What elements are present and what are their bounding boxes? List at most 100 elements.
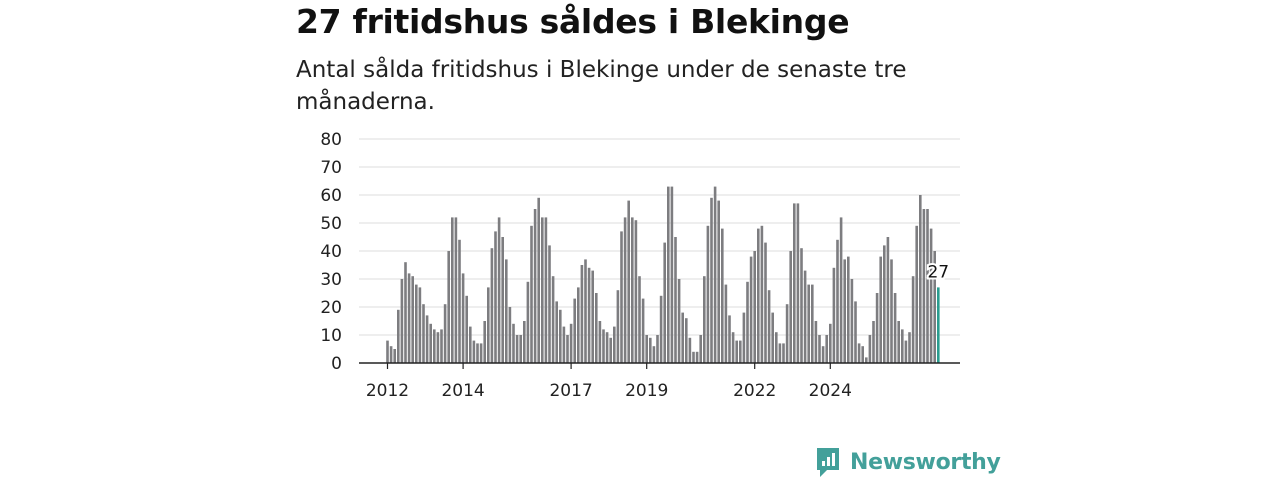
bars bbox=[386, 186, 940, 363]
x-axis-ticks: 2012 2014 2017 2019 2022 2024 bbox=[366, 363, 852, 401]
bar bbox=[605, 332, 609, 363]
y-tick-label: 20 bbox=[320, 298, 342, 318]
bar-latest bbox=[937, 287, 940, 363]
bar bbox=[667, 186, 670, 363]
bar bbox=[832, 267, 836, 363]
bar bbox=[818, 335, 821, 363]
bar bbox=[857, 343, 861, 363]
bar bbox=[879, 256, 882, 363]
bar bbox=[821, 346, 825, 363]
bar bbox=[915, 225, 918, 363]
bar bbox=[555, 301, 558, 363]
bar bbox=[685, 318, 688, 363]
bar bbox=[533, 209, 537, 363]
bar bbox=[793, 203, 796, 363]
bar bbox=[739, 340, 742, 363]
last-value-label: 27 bbox=[927, 262, 949, 282]
bar bbox=[872, 321, 875, 363]
bar bbox=[868, 335, 872, 363]
bar bbox=[775, 332, 778, 363]
bar bbox=[541, 217, 544, 363]
y-axis-ticks: 0 10 20 30 40 50 60 70 80 bbox=[320, 130, 342, 374]
bar bbox=[461, 273, 465, 363]
bar bbox=[699, 335, 702, 363]
bar bbox=[652, 346, 656, 363]
bar bbox=[796, 203, 800, 363]
bar bbox=[515, 335, 519, 363]
y-tick-label: 0 bbox=[331, 354, 342, 374]
bar bbox=[505, 259, 508, 363]
bar bbox=[746, 281, 749, 363]
bar bbox=[501, 237, 504, 363]
bar bbox=[393, 349, 396, 363]
bar bbox=[411, 276, 414, 363]
bar bbox=[580, 265, 584, 363]
bar bbox=[706, 225, 710, 363]
bar bbox=[497, 217, 501, 363]
x-tick-label: 2024 bbox=[809, 381, 852, 401]
newsworthy-logo: Newsworthy bbox=[815, 446, 1001, 478]
newsworthy-logo-icon bbox=[817, 448, 839, 477]
bar bbox=[422, 304, 425, 363]
bar bbox=[825, 335, 828, 363]
bar bbox=[526, 281, 530, 363]
bar bbox=[847, 256, 850, 363]
chart-subtitle: Antal sålda fritidshus i Blekinge under … bbox=[296, 57, 907, 115]
bar bbox=[544, 217, 548, 363]
bar bbox=[753, 251, 756, 363]
bar bbox=[875, 293, 879, 363]
bar bbox=[584, 259, 587, 363]
bar bbox=[587, 267, 591, 363]
x-tick-label: 2017 bbox=[549, 381, 592, 401]
bar bbox=[800, 248, 803, 363]
bar bbox=[803, 270, 807, 363]
bar bbox=[724, 284, 728, 363]
bar bbox=[425, 315, 429, 363]
y-tick-label: 10 bbox=[320, 326, 342, 346]
bar bbox=[548, 245, 551, 363]
bar bbox=[785, 304, 789, 363]
bar bbox=[400, 279, 404, 363]
bar bbox=[926, 209, 929, 363]
bar bbox=[789, 251, 792, 363]
bar bbox=[638, 276, 641, 363]
bar bbox=[479, 343, 483, 363]
bar bbox=[386, 340, 389, 363]
bar bbox=[494, 231, 497, 363]
bar bbox=[929, 228, 933, 363]
bar bbox=[811, 284, 814, 363]
bar bbox=[397, 309, 400, 363]
bar bbox=[508, 307, 512, 363]
bar bbox=[429, 323, 432, 363]
bar bbox=[404, 262, 407, 363]
bar bbox=[523, 321, 526, 363]
bar bbox=[609, 337, 612, 363]
bar bbox=[551, 276, 555, 363]
y-tick-label: 30 bbox=[320, 270, 342, 290]
bar bbox=[465, 295, 468, 363]
bar bbox=[922, 209, 926, 363]
bar bbox=[688, 337, 692, 363]
bar bbox=[443, 304, 447, 363]
bar bbox=[649, 337, 652, 363]
bar bbox=[476, 343, 479, 363]
bar bbox=[472, 340, 476, 363]
bar bbox=[742, 312, 746, 363]
y-tick-label: 70 bbox=[320, 158, 342, 178]
bar bbox=[710, 197, 713, 363]
bar bbox=[681, 312, 684, 363]
bar bbox=[843, 259, 846, 363]
bar bbox=[433, 329, 436, 363]
bar bbox=[616, 290, 620, 363]
bar bbox=[721, 228, 724, 363]
bar bbox=[634, 220, 638, 363]
bar bbox=[613, 326, 616, 363]
bar bbox=[695, 351, 699, 363]
bar bbox=[440, 329, 443, 363]
bar bbox=[595, 293, 598, 363]
bar bbox=[897, 321, 900, 363]
bar bbox=[904, 340, 908, 363]
bar bbox=[670, 186, 674, 363]
bar bbox=[893, 293, 897, 363]
bar bbox=[778, 343, 782, 363]
